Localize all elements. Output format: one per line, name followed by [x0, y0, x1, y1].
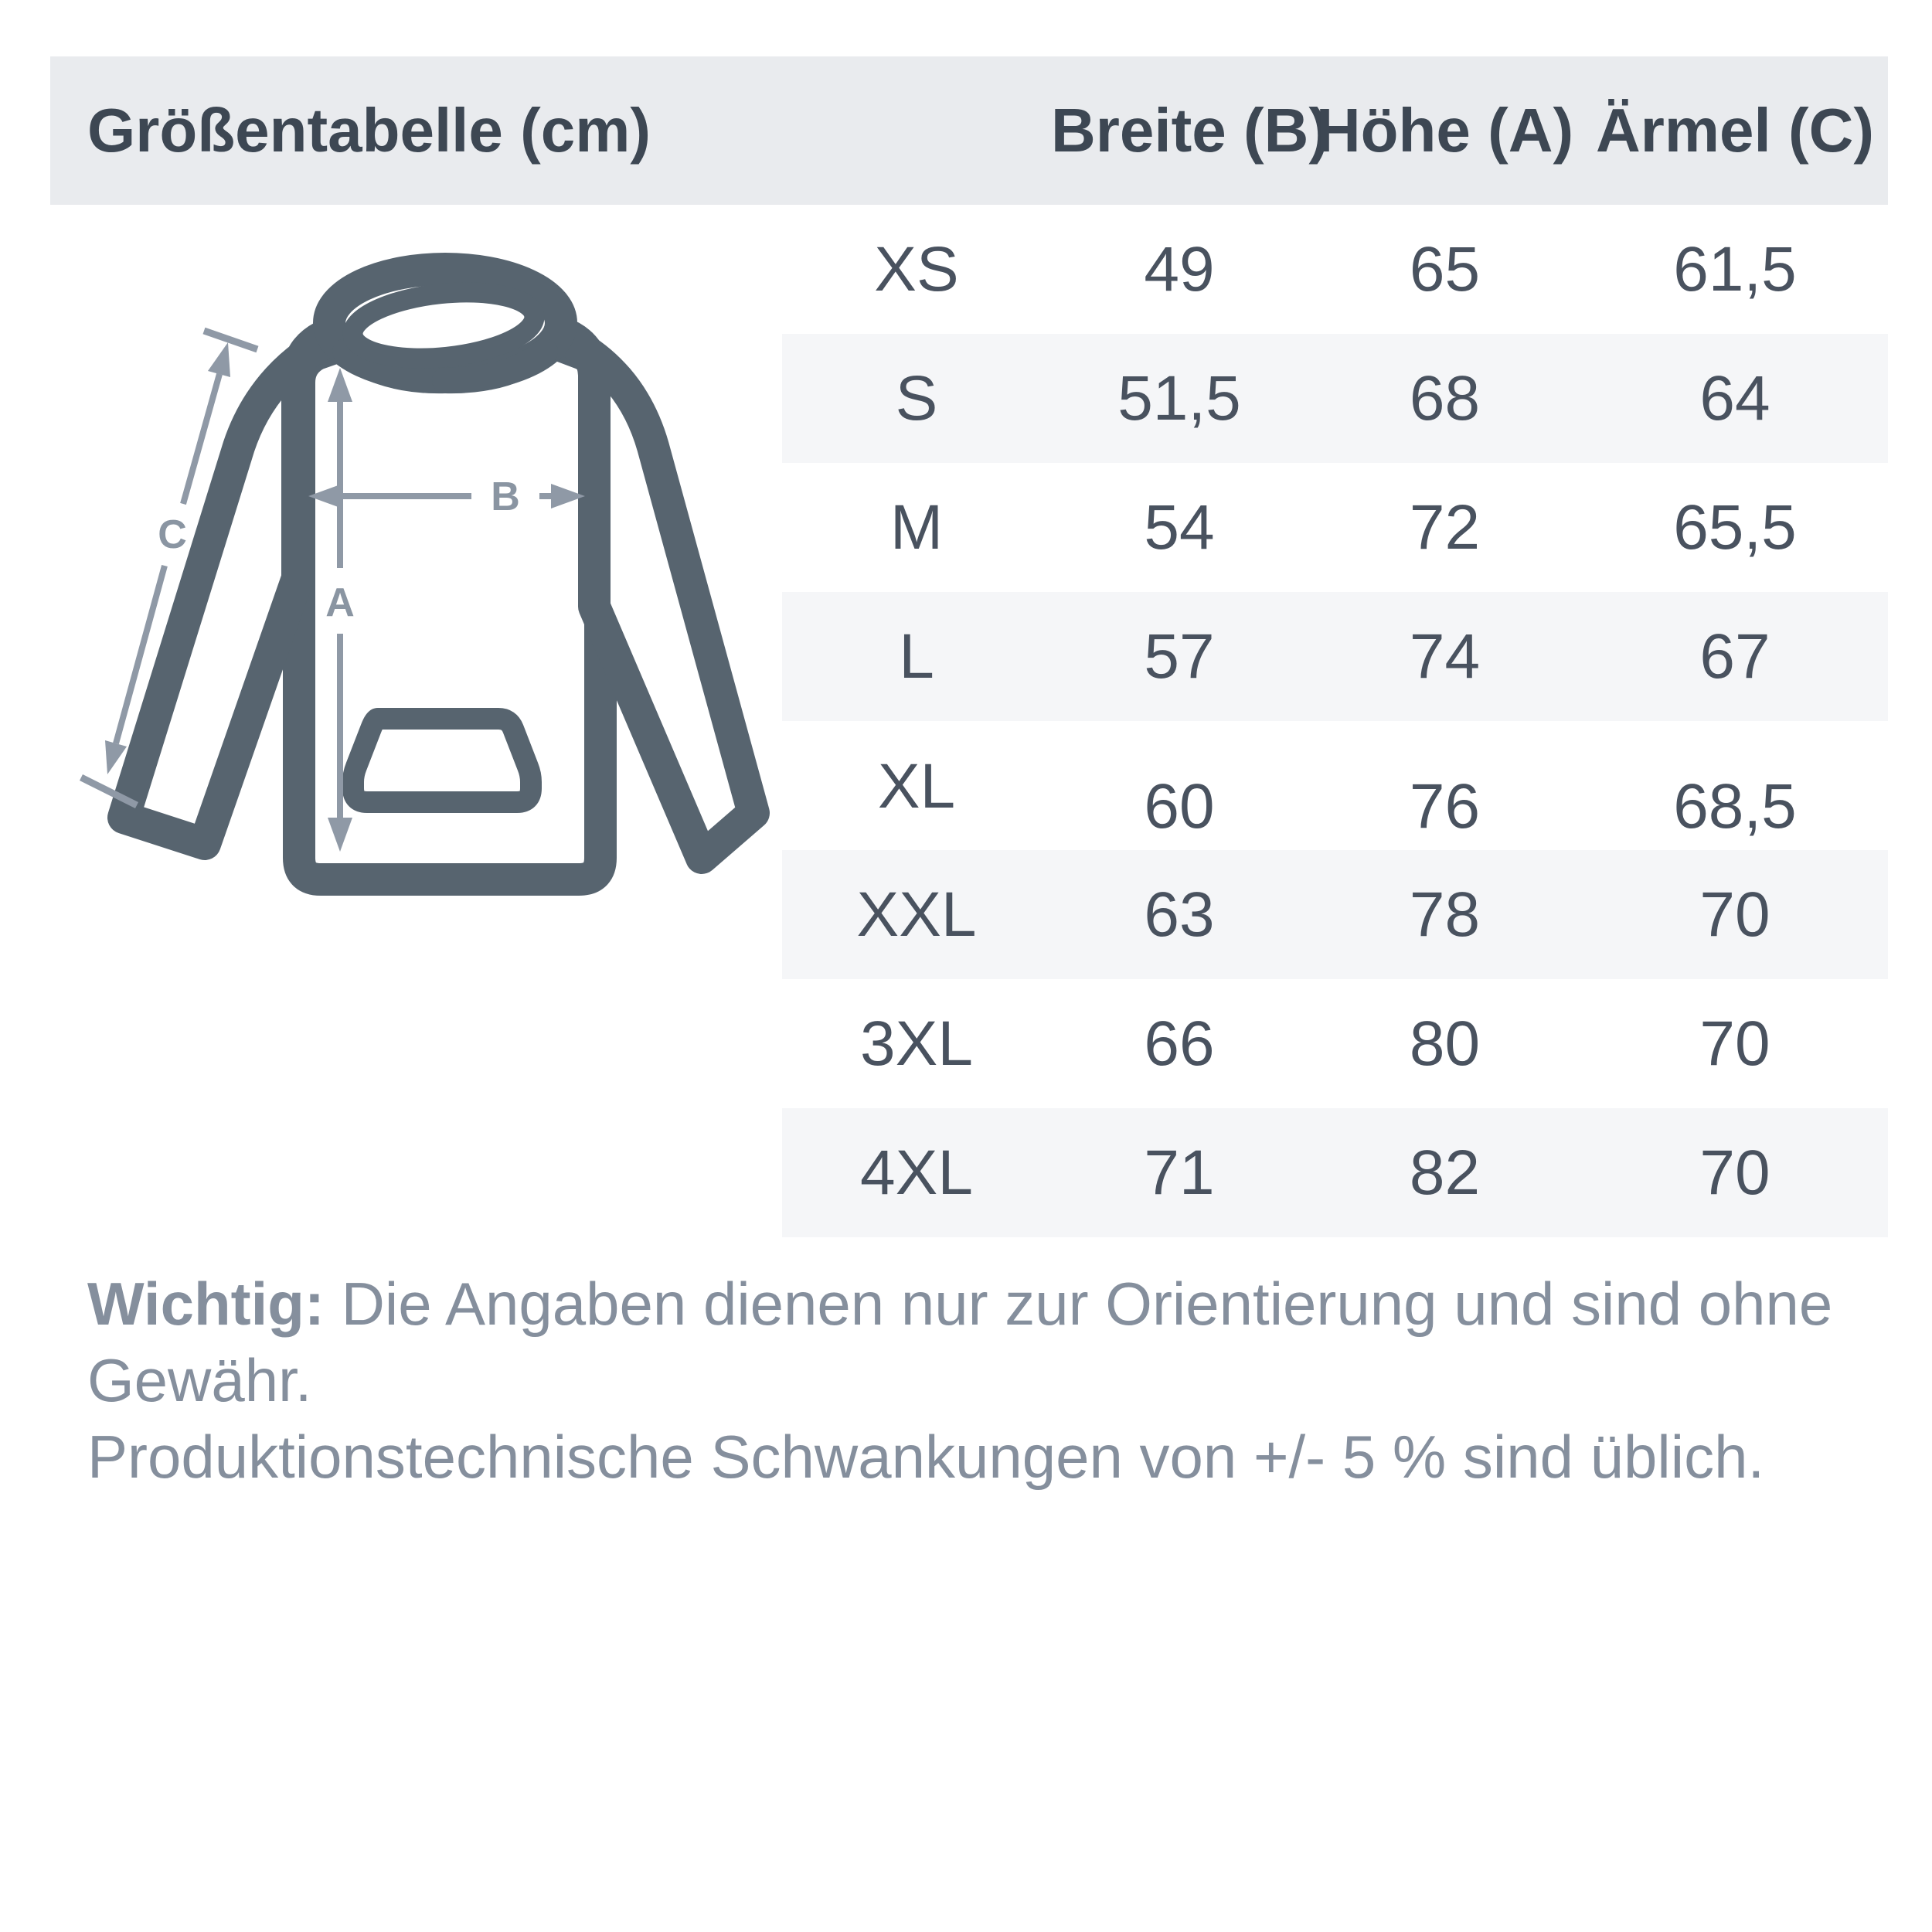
column-header-breite: Breite (B)	[1051, 96, 1330, 165]
table-header: Größentabelle (cm) Breite (B) Höhe (A) Ä…	[50, 56, 1888, 205]
disclaimer-text-1: Die Angaben dienen nur zur Orientierung …	[87, 1270, 1833, 1414]
hoehe-value: 82	[1308, 1108, 1582, 1237]
hoodie-outline-icon	[107, 253, 770, 896]
sleeve-arrow-icon	[79, 327, 259, 809]
column-header-aermel: Ärmel (C)	[1595, 96, 1875, 165]
dimension-arrows: A B C	[79, 327, 585, 852]
height-arrow-icon	[328, 368, 352, 852]
disclaimer-bold-label: Wichtig:	[87, 1270, 325, 1338]
diagram-spacer	[50, 979, 782, 1108]
label-c: C	[158, 512, 187, 557]
breite-value: 63	[1051, 850, 1308, 979]
breite-value: 60	[1144, 771, 1215, 842]
size-label: XL	[877, 751, 956, 821]
width-arrow-icon	[308, 484, 585, 509]
disclaimer-text-2: Produktionstechnische Schwankungen von +…	[87, 1423, 1765, 1491]
hoehe-value: 78	[1308, 850, 1582, 979]
label-b: B	[491, 474, 520, 519]
diagram-spacer	[50, 1108, 782, 1237]
size-table: XS 49 65 61,5 S 51,5 68 64 M 54 72 65,5 …	[50, 205, 1888, 1237]
size-label: XS	[874, 233, 959, 304]
hoodie-measurement-diagram: A B C	[79, 253, 770, 896]
hoehe-value: 72	[1409, 492, 1481, 563]
size-label: XXL	[782, 850, 1051, 979]
size-label: 4XL	[782, 1108, 1051, 1237]
breite-value: 66	[1144, 1008, 1215, 1079]
table-row-4xl: 4XL 71 82 70	[50, 1108, 1888, 1237]
table-row-s: S 51,5 68 64	[50, 334, 1888, 463]
table-row-l: L 57 74 67	[50, 592, 1888, 721]
breite-value: 57	[1051, 592, 1308, 721]
table-row-3xl: 3XL 66 80 70	[50, 979, 1888, 1108]
hoehe-value: 80	[1409, 1008, 1481, 1079]
disclaimer-line-1: Wichtig: Die Angaben dienen nur zur Orie…	[87, 1266, 1849, 1419]
aermel-value: 67	[1582, 592, 1888, 721]
disclaimer-line-2: Produktionstechnische Schwankungen von +…	[87, 1419, 1849, 1495]
table-row-m: M 54 72 65,5	[50, 463, 1888, 592]
table-row-xs: XS 49 65 61,5	[50, 205, 1888, 334]
breite-value: 49	[1144, 233, 1215, 304]
hoehe-value: 74	[1308, 592, 1582, 721]
hoehe-value: 68	[1308, 334, 1582, 463]
column-header-hoehe: Höhe (A)	[1315, 96, 1574, 165]
breite-value: 71	[1051, 1108, 1308, 1237]
aermel-value: 68,5	[1673, 771, 1797, 842]
size-label: S	[782, 334, 1051, 463]
hoehe-value: 76	[1409, 771, 1481, 842]
size-label: M	[889, 492, 944, 563]
aermel-value: 70	[1582, 850, 1888, 979]
page-title: Größentabelle (cm)	[87, 96, 651, 165]
aermel-value: 65,5	[1673, 492, 1797, 563]
aermel-value: 70	[1699, 1008, 1770, 1079]
breite-value: 54	[1144, 492, 1215, 563]
table-row-xxl: XXL 63 78 70	[50, 850, 1888, 979]
label-a: A	[325, 580, 355, 625]
aermel-value: 61,5	[1673, 233, 1797, 304]
disclaimer-note: Wichtig: Die Angaben dienen nur zur Orie…	[87, 1266, 1849, 1495]
breite-value: 51,5	[1051, 334, 1308, 463]
table-row-xl: XL 60 76 68,5	[50, 721, 1888, 850]
size-label: L	[782, 592, 1051, 721]
aermel-value: 70	[1582, 1108, 1888, 1237]
size-label: 3XL	[860, 1008, 973, 1079]
hoehe-value: 65	[1409, 233, 1481, 304]
aermel-value: 64	[1582, 334, 1888, 463]
